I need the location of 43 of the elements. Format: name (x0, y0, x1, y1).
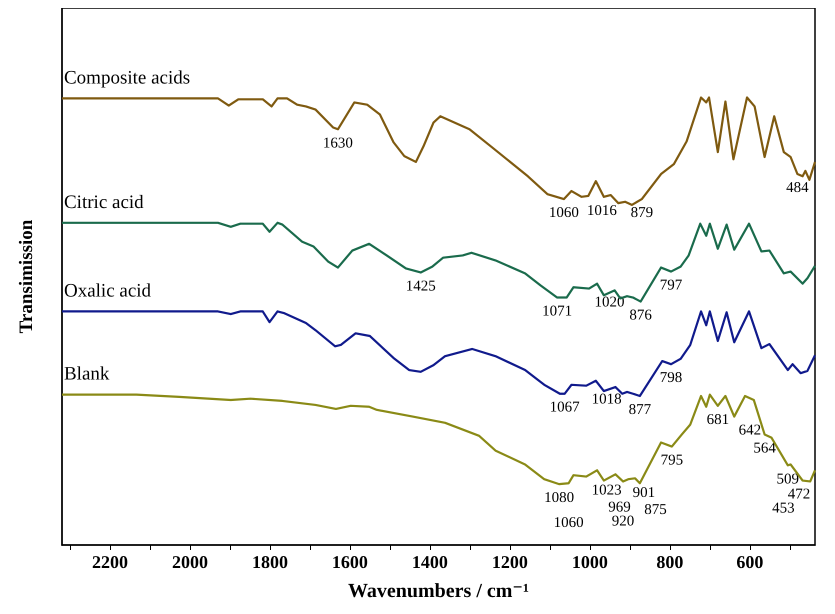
annotation: 1630 (322, 135, 353, 152)
annotation: 642 (738, 422, 762, 439)
annotation: 795 (660, 452, 684, 469)
x-tick-label: 1800 (252, 552, 288, 572)
annotation: 1023 (592, 482, 622, 499)
annotation: 472 (788, 486, 810, 503)
annotation: 484 (786, 180, 810, 196)
series-label: Oxalic acid (64, 280, 152, 302)
x-tick-label: 1600 (332, 552, 368, 572)
annotation: 564 (753, 440, 776, 456)
annotation: 1067 (550, 400, 580, 416)
x-tick-label: 600 (736, 552, 764, 572)
annotation: 681 (706, 412, 730, 428)
annotation: 920 (612, 513, 634, 530)
annotation: 1425 (406, 278, 436, 294)
annotation: 877 (628, 402, 652, 418)
y-axis-title: Transimission (16, 219, 37, 334)
annotation: 969 (608, 500, 631, 516)
annotation: 1080 (544, 490, 574, 506)
annotation: 453 (772, 500, 795, 516)
annotation: 1018 (592, 392, 622, 408)
x-tick-label: 1400 (412, 552, 448, 572)
x-tick-label: 800 (656, 552, 684, 572)
annotation: 509 (776, 471, 800, 488)
series-label: Composite acids (64, 67, 190, 88)
annotation: 1016 (586, 202, 618, 219)
annotation: 879 (630, 205, 654, 222)
annotation: 901 (632, 485, 656, 502)
x-tick-label: 2200 (92, 552, 128, 572)
x-tick-label: 1000 (572, 552, 608, 572)
annotation: 1020 (594, 294, 624, 311)
annotation: 797 (660, 278, 683, 294)
annotation: 876 (629, 308, 652, 324)
x-tick-label: 1200 (492, 552, 528, 572)
series-label: Citric acid (64, 192, 144, 213)
annotation: 1060 (548, 205, 579, 222)
annotation: 798 (660, 370, 682, 386)
annotation: 875 (644, 502, 667, 518)
annotation: 1060 (554, 515, 584, 532)
x-tick-label: 2000 (172, 552, 208, 572)
annotation: 1071 (542, 304, 572, 320)
series-label: Blank (64, 364, 110, 385)
x-axis-title: Wavenumbers / cm⁻¹ (348, 580, 529, 602)
